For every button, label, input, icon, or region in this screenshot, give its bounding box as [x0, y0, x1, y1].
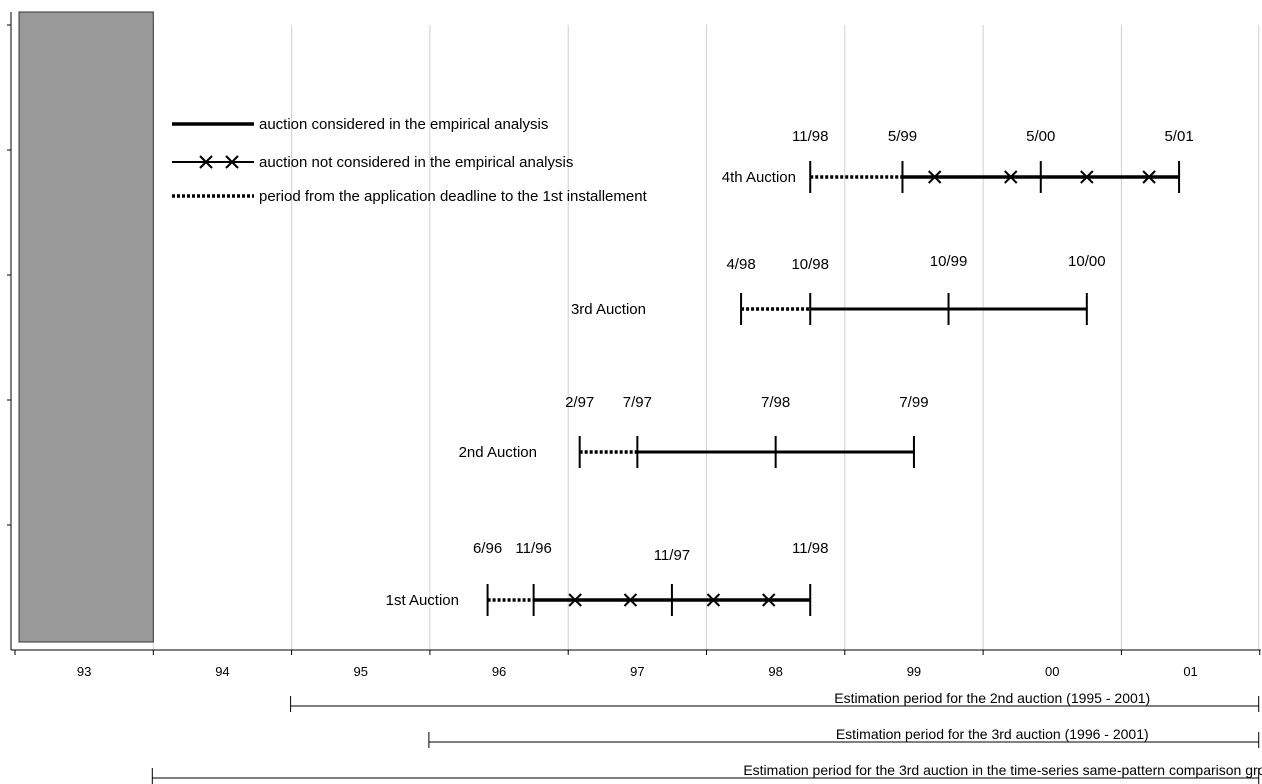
- date-label: 7/97: [623, 394, 652, 411]
- date-label: 4/98: [726, 256, 755, 273]
- legend-label: period from the application deadline to …: [259, 188, 648, 205]
- x-axis: 93 94 95 96 97 98 99 00 01: [7, 12, 1261, 679]
- cross-stroke: [225, 155, 239, 169]
- date-label: 7/99: [899, 394, 928, 411]
- cross-stroke: [706, 593, 721, 607]
- estimation-period: Estimation period for the 3rd auction in…: [151, 762, 1262, 784]
- auction-row: 1st Auction 6/96 11/96 11/97 11/98: [386, 540, 828, 616]
- x-tick-label: 96: [492, 664, 506, 679]
- auction-row: 2nd Auction 2/97 7/97 7/98 7/99: [459, 394, 929, 468]
- cross-stroke: [1142, 170, 1156, 184]
- auction-row: 3rd Auction 4/98 10/98 10/99 10/00: [571, 253, 1106, 325]
- auction-series: 1st Auction 6/96 11/96 11/97 11/98 2nd Auctio…: [386, 128, 1194, 616]
- cross-stroke: [1080, 170, 1094, 184]
- legend-label: auction not considered in the empirical …: [259, 154, 573, 171]
- date-label: 11/97: [654, 547, 690, 564]
- date-label: 6/96: [473, 540, 502, 557]
- legend-cross-marker: [199, 155, 213, 169]
- date-label: 5/01: [1164, 128, 1193, 145]
- cross-stroke: [568, 593, 582, 607]
- shaded-period: [18, 11, 154, 643]
- auction-row: 4th Auction 11/98 5/99 5/00 5/01: [722, 128, 1194, 193]
- date-label: 10/98: [791, 256, 829, 273]
- cross-marker: [1080, 170, 1094, 184]
- date-label: 7/98: [761, 394, 790, 411]
- grid-layer: [18, 11, 1260, 650]
- x-tick-label: 95: [354, 664, 368, 679]
- estimation-period: Estimation period for the 3rd auction (1…: [428, 726, 1260, 748]
- cross-marker: [1142, 170, 1156, 184]
- date-label: 2/97: [565, 394, 594, 411]
- date-label: 11/96: [515, 540, 551, 557]
- x-tick-label: 00: [1045, 664, 1059, 679]
- cross-marker: [706, 593, 721, 607]
- date-label: 10/00: [1068, 253, 1106, 270]
- cross-marker: [927, 170, 942, 184]
- x-tick-label: 01: [1183, 664, 1197, 679]
- date-label: 11/98: [792, 540, 828, 557]
- x-tick-label: 93: [77, 664, 91, 679]
- cross-marker: [762, 593, 776, 607]
- x-tick-label: 94: [215, 664, 229, 679]
- cross-marker: [623, 593, 638, 607]
- cross-marker: [568, 593, 582, 607]
- date-label: 11/98: [792, 128, 828, 145]
- estimation-period: Estimation period for the 2nd auction (1…: [290, 690, 1260, 712]
- auction-name: 3rd Auction: [571, 301, 646, 318]
- auction-name: 4th Auction: [722, 169, 796, 186]
- period-label: Estimation period for the 2nd auction (1…: [834, 690, 1150, 706]
- date-label: 5/00: [1026, 128, 1055, 145]
- legend: auction considered in the empirical anal…: [172, 116, 648, 205]
- period-label: Estimation period for the 3rd auction (1…: [836, 726, 1149, 742]
- cross-stroke: [762, 593, 776, 607]
- cross-stroke: [623, 593, 638, 607]
- cross-stroke: [199, 155, 213, 169]
- x-tick-label: 97: [630, 664, 644, 679]
- auction-name: 1st Auction: [386, 592, 459, 609]
- auction-name: 2nd Auction: [459, 444, 537, 461]
- estimation-periods: Estimation period for the 2nd auction (1…: [151, 690, 1262, 784]
- date-label: 5/99: [888, 128, 917, 145]
- cross-stroke: [927, 170, 942, 184]
- legend-label: auction considered in the empirical anal…: [259, 116, 548, 133]
- x-tick-label: 99: [907, 664, 921, 679]
- period-label: Estimation period for the 3rd auction in…: [743, 762, 1262, 778]
- legend-cross-marker: [225, 155, 239, 169]
- cross-stroke: [1004, 170, 1018, 184]
- date-label: 10/99: [930, 253, 968, 270]
- cross-marker: [1004, 170, 1018, 184]
- x-tick-label: 98: [768, 664, 782, 679]
